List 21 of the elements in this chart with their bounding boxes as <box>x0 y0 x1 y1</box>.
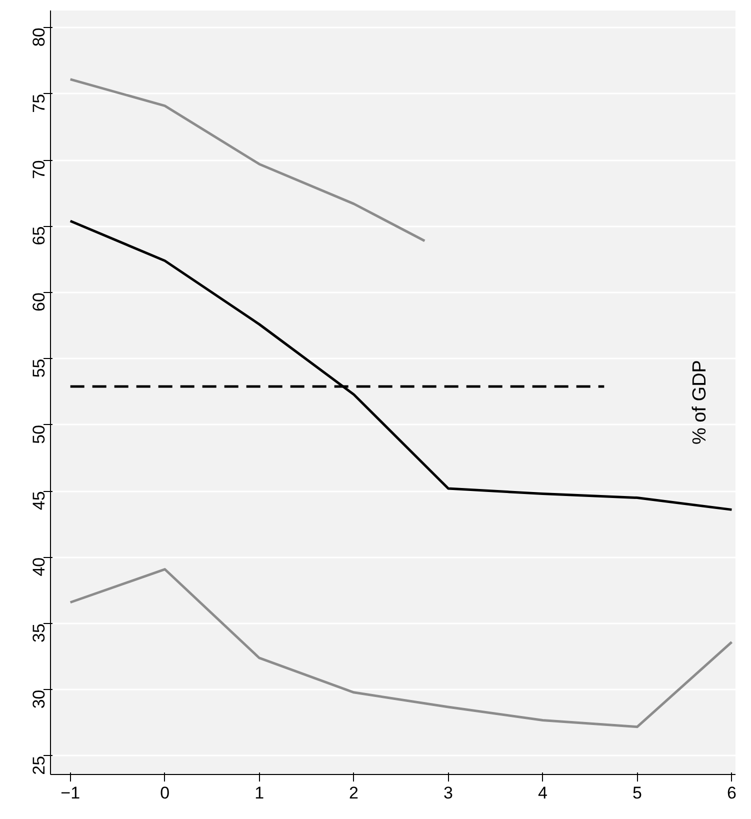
x-tick-label: 2 <box>349 784 359 802</box>
x-tick-label: 4 <box>538 784 548 802</box>
y-tick-label: 35 <box>30 624 48 642</box>
annotation: % of GDP <box>690 360 710 444</box>
y-tick-label: 50 <box>30 424 48 444</box>
y-tick-label: 30 <box>30 690 48 709</box>
y-tick-label: 60 <box>30 292 48 312</box>
x-tick-label: 0 <box>160 784 170 802</box>
y-tick-label: 40 <box>30 557 48 576</box>
x-tick-label: −1 <box>60 784 80 802</box>
x-tick-label: 1 <box>254 784 264 802</box>
y-tick-label: 55 <box>30 358 48 378</box>
y-tick-label: 80 <box>30 28 48 47</box>
x-tick-label: 6 <box>726 784 736 802</box>
y-tick-label: 65 <box>30 226 48 246</box>
y-tick-label: 75 <box>30 94 48 113</box>
x-tick-label: 3 <box>444 784 454 802</box>
y-tick-label: 25 <box>30 756 48 775</box>
x-tick-label: 5 <box>632 784 642 802</box>
y-tick-label: 70 <box>30 160 48 180</box>
y-tick-label: 45 <box>30 491 48 510</box>
